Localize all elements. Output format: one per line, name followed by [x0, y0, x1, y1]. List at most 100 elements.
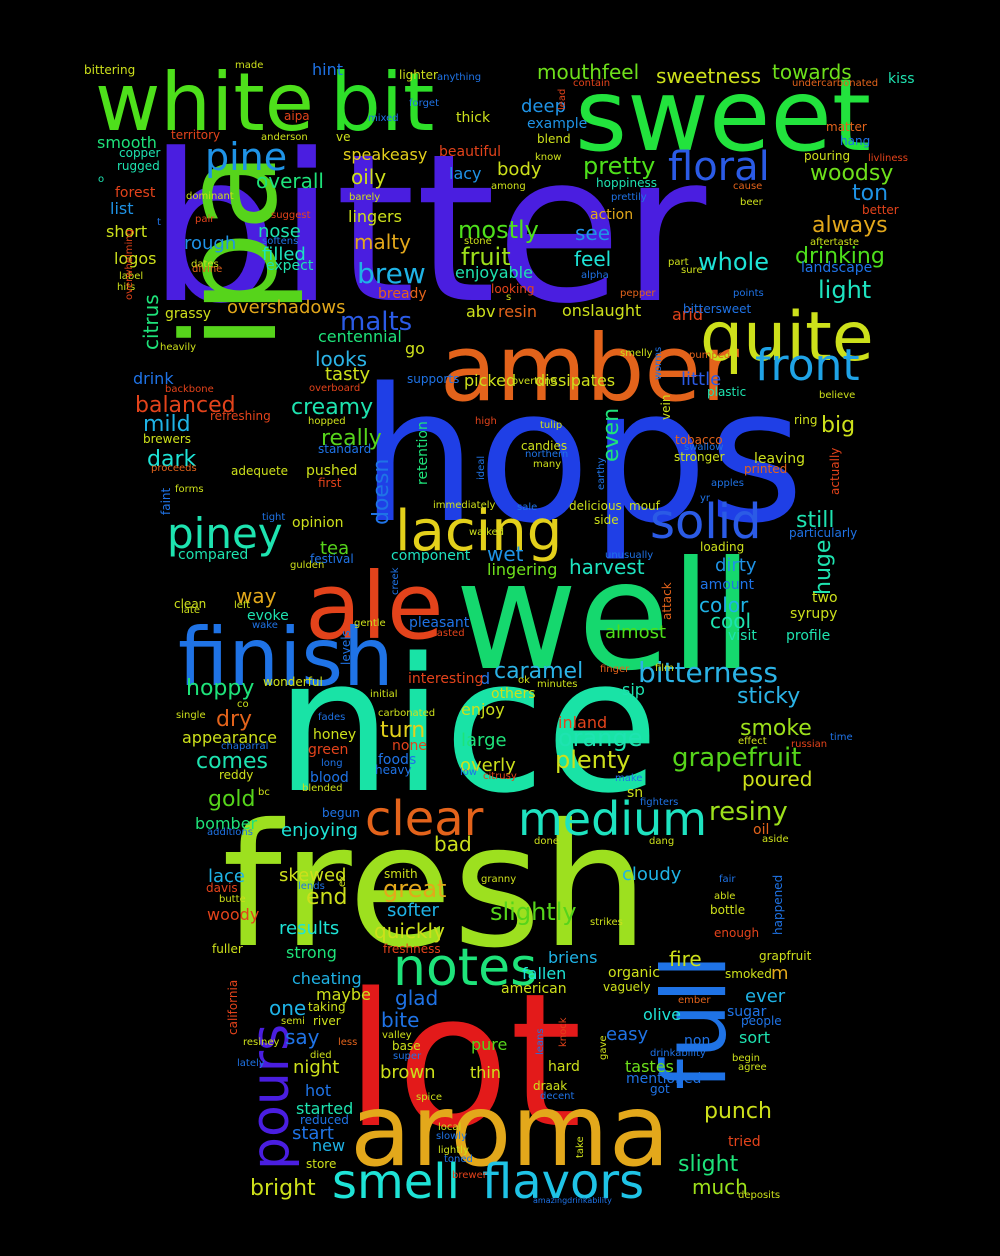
cloud-word: dark [147, 447, 196, 472]
cloud-word: mostly [458, 216, 539, 244]
cloud-word: say [285, 1025, 320, 1049]
cloud-word: feel [574, 247, 611, 271]
cloud-word: dang [649, 836, 674, 847]
cloud-word: ember [678, 995, 711, 1006]
cloud-word: solid [650, 494, 762, 550]
cloud-word: gold [208, 787, 256, 812]
cloud-word: looks [315, 347, 367, 371]
cloud-word: bitterness [638, 656, 778, 689]
cloud-word: action [590, 207, 633, 223]
cloud-word: swallow [684, 442, 723, 453]
cloud-word: take [575, 1136, 586, 1158]
cloud-word: stronger [674, 450, 725, 464]
cloud-word: orange [558, 724, 642, 752]
cloud-word: m [771, 963, 789, 984]
cloud-word: pleasant [409, 615, 470, 631]
cloud-word: earthy [596, 457, 607, 490]
cloud-word: slightly [490, 898, 577, 926]
cloud-word: carbonated [378, 708, 435, 719]
cloud-word: honey [313, 727, 356, 743]
cloud-word: matter [826, 120, 867, 134]
cloud-word: high [475, 416, 497, 427]
cloud-word: fire [669, 947, 702, 971]
cloud-word: doesn [369, 459, 394, 525]
cloud-word: appearance [182, 728, 277, 747]
cloud-word: punch [704, 1099, 772, 1124]
cloud-word: super [393, 1051, 422, 1062]
cloud-word: pepper [620, 288, 656, 299]
cloud-word: smoked [725, 967, 772, 981]
cloud-word: interesting [408, 671, 483, 687]
cloud-word: bite [381, 1008, 419, 1032]
cloud-word: among [491, 181, 526, 192]
cloud-word: festival [310, 552, 354, 566]
cloud-word: dry [216, 707, 252, 732]
cloud-word: supports [407, 372, 459, 386]
cloud-word: blend [537, 132, 571, 146]
cloud-word: olive [643, 1005, 681, 1024]
cloud-word: bready [378, 286, 427, 302]
cloud-word: one [269, 996, 306, 1020]
cloud-word: film [655, 663, 674, 674]
cloud-word: undercarbonated [792, 78, 878, 89]
cloud-word: component [391, 548, 471, 564]
cloud-word: sweetness [656, 64, 761, 88]
cloud-word: glad [395, 986, 438, 1010]
cloud-word: sticky [737, 684, 800, 709]
cloud-word: heavily [160, 342, 196, 353]
cloud-word: pushed [306, 463, 357, 479]
cloud-word: enjoy [461, 700, 505, 719]
cloud-word: brewer [452, 1170, 488, 1181]
cloud-word: immediately [433, 500, 496, 511]
cloud-word: refreshing [210, 409, 271, 423]
cloud-word: anything [437, 72, 481, 83]
cloud-word: fruit [461, 243, 511, 271]
cloud-word: candies [521, 439, 567, 453]
cloud-word: plastic [707, 385, 746, 399]
cloud-word: taking [308, 1000, 346, 1014]
cloud-word: wonderful [263, 675, 323, 689]
cloud-word: little [681, 369, 721, 390]
cloud-word: base [392, 1039, 421, 1053]
cloud-word: d [480, 669, 490, 688]
cloud-word: onslaught [562, 301, 641, 320]
cloud-word: dates [191, 259, 219, 270]
cloud-word: brew [357, 257, 426, 290]
cloud-word: enjoyable [455, 263, 533, 282]
cloud-word: less [338, 1037, 357, 1048]
cloud-word: hot [305, 1081, 331, 1100]
cloud-word: butte [219, 894, 246, 905]
cloud-word: attack [660, 582, 674, 620]
cloud-word: malts [340, 307, 412, 337]
cloud-word: compared [178, 547, 248, 563]
cloud-word: side [594, 513, 619, 527]
cloud-word: smith [384, 867, 418, 881]
cloud-word: fades [318, 712, 345, 723]
cloud-word: barely [349, 192, 380, 203]
cloud-word: territory [171, 128, 220, 142]
cloud-word: made [235, 60, 263, 71]
cloud-word: smelly [620, 348, 653, 359]
cloud-word: tobacco [675, 433, 723, 447]
cloud-word: drinking [795, 244, 885, 269]
cloud-word: mentioned [626, 1071, 701, 1087]
cloud-word: backbone [165, 384, 214, 395]
cloud-word: prettily [611, 192, 647, 203]
cloud-word: landscape [801, 260, 872, 276]
cloud-word: leaving [754, 451, 805, 467]
cloud-word: mouf [629, 499, 661, 513]
cloud-word: reduced [300, 1113, 349, 1127]
cloud-word: fresh [222, 788, 649, 986]
cloud-word: maybe [316, 985, 371, 1004]
cloud-word: fair [719, 874, 736, 885]
cloud-word: lightly [438, 1145, 469, 1156]
cloud-word: picked [464, 371, 516, 390]
cloud-word: hang [840, 134, 870, 148]
cloud-word: sale [517, 502, 537, 513]
cloud-word: amazingdrinkability [533, 1196, 612, 1205]
cloud-word: walked [469, 527, 504, 538]
cloud-word: ex [337, 875, 348, 887]
cloud-word: pair [195, 214, 215, 225]
cloud-word: rugged [117, 159, 160, 173]
